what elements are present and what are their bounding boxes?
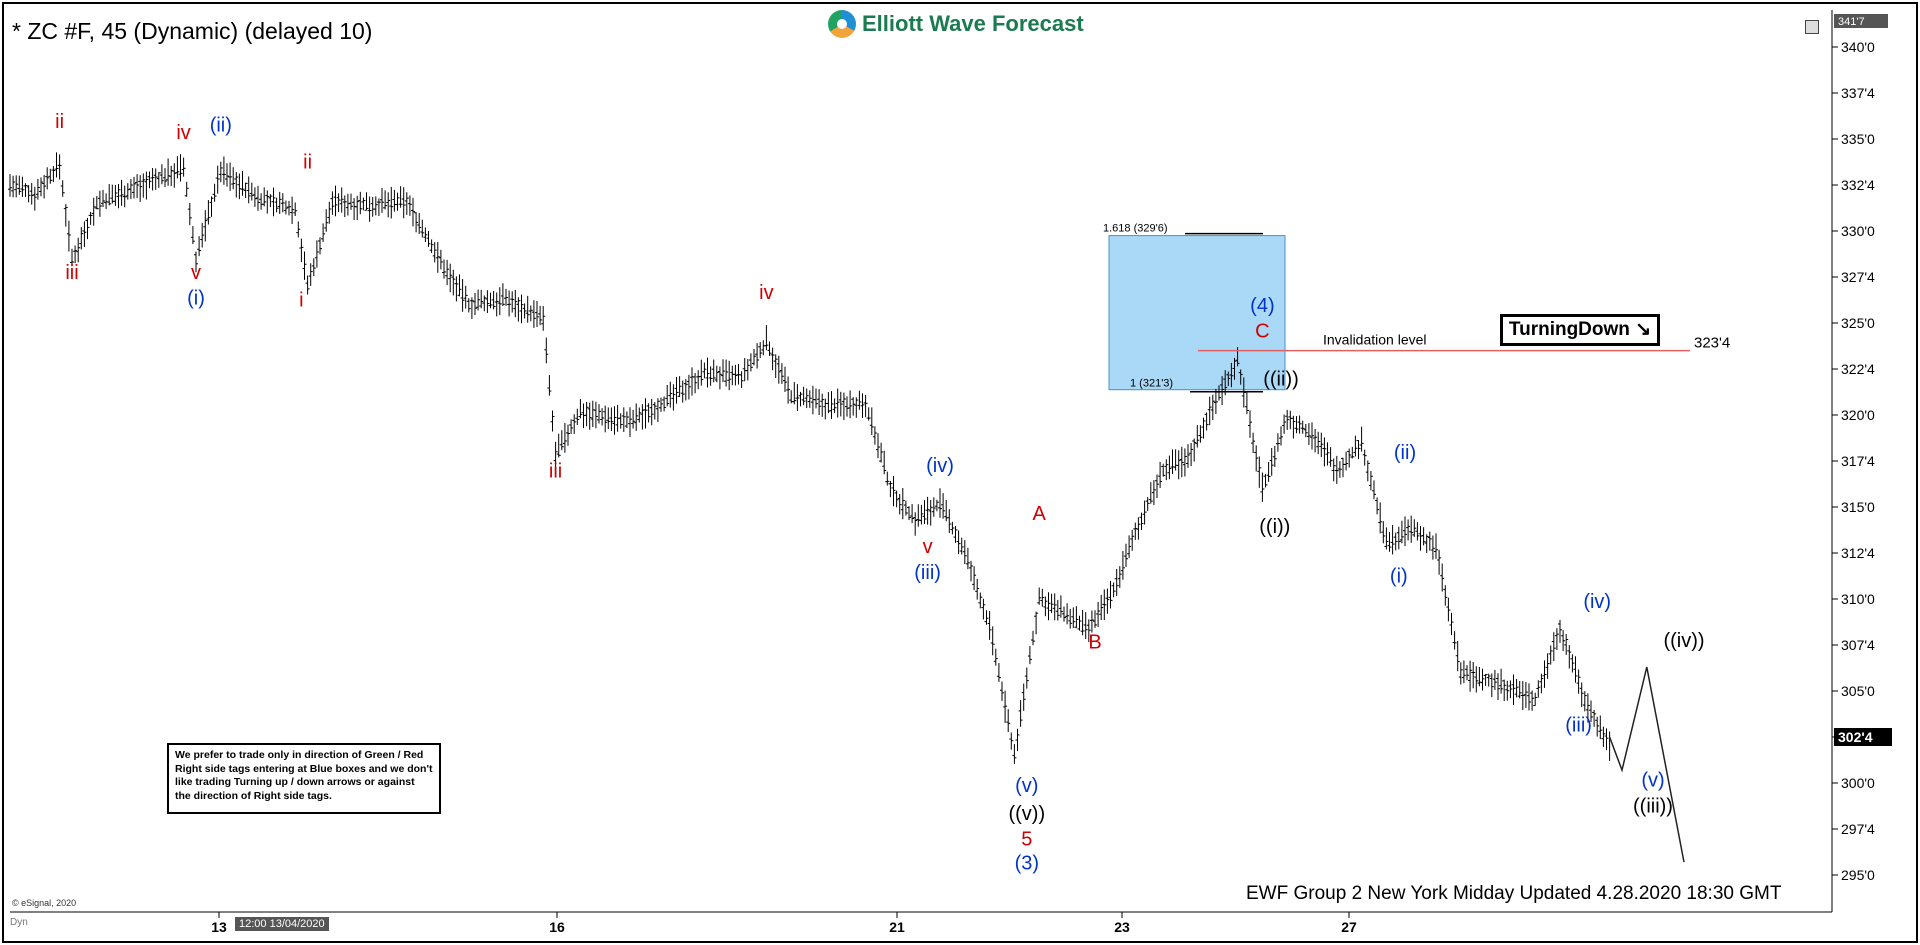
wave-label: ((iv)) bbox=[1663, 630, 1704, 652]
wave-label: 5 bbox=[1021, 829, 1032, 851]
invalidation-layer: Invalidation level 323'4 bbox=[1198, 332, 1730, 352]
y-tick-label: 297'4 bbox=[1841, 821, 1875, 837]
wave-label: iv bbox=[176, 122, 190, 144]
x-tick-label: 27 bbox=[1341, 919, 1357, 935]
top-price-tag: 341'7 bbox=[1834, 14, 1888, 28]
wave-label: iii bbox=[549, 461, 562, 483]
brand-logo: Elliott Wave Forecast bbox=[828, 6, 1084, 42]
top-price-text: 341'7 bbox=[1838, 16, 1865, 28]
y-tick-label: 322'4 bbox=[1841, 361, 1875, 377]
y-tick-label: 315'0 bbox=[1841, 499, 1875, 515]
wave-label: v bbox=[191, 262, 201, 284]
footer-update: EWF Group 2 New York Midday Updated 4.28… bbox=[1246, 883, 1782, 904]
wave-label: v bbox=[923, 536, 933, 558]
top-price-bg bbox=[1834, 14, 1888, 28]
blue-box bbox=[1108, 235, 1286, 391]
y-tick-label: 340'0 bbox=[1841, 39, 1875, 55]
chart-title: * ZC #F, 45 (Dynamic) (delayed 10) bbox=[12, 18, 373, 44]
y-tick-label: 332'4 bbox=[1841, 177, 1875, 193]
projection-line bbox=[1608, 666, 1685, 863]
wave-label: (iv) bbox=[926, 455, 954, 477]
y-tick-label: 337'4 bbox=[1841, 85, 1875, 101]
wave-label: ((i)) bbox=[1259, 516, 1290, 538]
corner-label: Dyn bbox=[10, 917, 28, 928]
wave-label: (iii) bbox=[914, 562, 941, 584]
ohlc-bars bbox=[8, 152, 1611, 764]
y-tick-label: 320'0 bbox=[1841, 407, 1875, 423]
copyright: © eSignal, 2020 bbox=[12, 898, 77, 908]
invalidation-label: Invalidation level bbox=[1323, 332, 1427, 348]
y-tick-label: 330'0 bbox=[1841, 223, 1875, 239]
wave-label: ((v)) bbox=[1008, 803, 1045, 825]
wave-label: (ii) bbox=[210, 115, 232, 137]
wave-label: iii bbox=[65, 262, 78, 284]
fib-label-1618: 1.618 (329'6) bbox=[1103, 223, 1167, 235]
wave-label: C bbox=[1255, 321, 1269, 343]
wave-label: A bbox=[1033, 503, 1047, 525]
y-axis: 340'0 337'4 335'0 332'4 330'0 327'4 325'0 322'4… bbox=[1832, 39, 1875, 883]
wave-label: (iii) bbox=[1565, 714, 1592, 736]
y-tick-label: 312'4 bbox=[1841, 545, 1875, 561]
x-tick-label: 23 bbox=[1114, 919, 1130, 935]
projection-path bbox=[1608, 666, 1685, 863]
x-axis: 13 16 21 23 27 bbox=[211, 912, 1357, 935]
brand-name: Elliott Wave Forecast bbox=[862, 11, 1084, 36]
blue-box-layer: 1.618 (329'6) 1 (321'3) bbox=[1103, 223, 1286, 393]
logo-icon bbox=[828, 10, 856, 38]
wave-label: ii bbox=[55, 111, 64, 133]
wave-label: (3) bbox=[1015, 852, 1039, 874]
x-tick-label: 13 bbox=[211, 919, 227, 935]
wave-label: (v) bbox=[1641, 770, 1664, 792]
y-tick-label: 305'0 bbox=[1841, 683, 1875, 699]
wave-label: B bbox=[1088, 632, 1101, 654]
turning-down-badge: TurningDown ↘ bbox=[1500, 314, 1660, 346]
wave-label: iv bbox=[759, 282, 773, 304]
y-tick-label: 327'4 bbox=[1841, 269, 1875, 285]
wave-label: ((iii)) bbox=[1633, 795, 1673, 817]
y-tick-label: 307'4 bbox=[1841, 637, 1875, 653]
wave-label: ii bbox=[303, 151, 312, 173]
y-tick-label: 300'0 bbox=[1841, 775, 1875, 791]
y-tick-label: 295'0 bbox=[1841, 867, 1875, 883]
wave-label: (4) bbox=[1250, 295, 1274, 317]
maximize-icon[interactable] bbox=[1805, 20, 1819, 34]
x-tick-label: 21 bbox=[889, 919, 905, 935]
y-tick-label: 310'0 bbox=[1841, 591, 1875, 607]
wave-label: ((ii)) bbox=[1263, 369, 1299, 391]
current-price-tag: 302'4 bbox=[1834, 728, 1892, 746]
crosshair-date: 12:00 13/04/2020 bbox=[235, 917, 329, 931]
turning-down-label: TurningDown bbox=[1508, 319, 1630, 340]
fib-label-1: 1 (321'3) bbox=[1130, 378, 1173, 390]
wave-label: i bbox=[299, 289, 303, 311]
wave-label: (iv) bbox=[1583, 591, 1611, 613]
trading-note: We prefer to trade only in direction of … bbox=[167, 743, 441, 814]
wave-label: (v) bbox=[1015, 775, 1038, 797]
y-tick-label: 335'0 bbox=[1841, 131, 1875, 147]
invalidation-price: 323'4 bbox=[1694, 335, 1730, 352]
y-tick-label: 325'0 bbox=[1841, 315, 1875, 331]
wave-label: (ii) bbox=[1394, 442, 1416, 464]
wave-label: (i) bbox=[187, 288, 205, 310]
price-tag-text: 302'4 bbox=[1838, 729, 1873, 745]
x-tick-label: 16 bbox=[549, 919, 565, 935]
price-tag-bg bbox=[1834, 728, 1892, 746]
wave-label: (i) bbox=[1390, 565, 1408, 587]
down-arrow-icon: ↘ bbox=[1635, 319, 1652, 340]
y-tick-label: 317'4 bbox=[1841, 453, 1875, 469]
